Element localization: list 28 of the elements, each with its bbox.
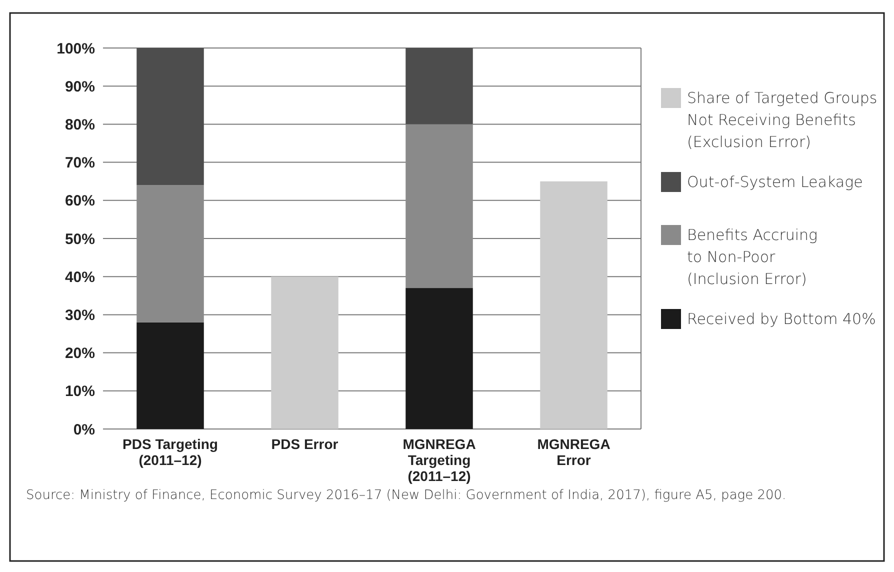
y-tick-label: 20% xyxy=(64,345,95,362)
bar xyxy=(406,288,473,429)
y-tick-label: 90% xyxy=(64,78,95,96)
legend-label: Share of Targeted Groups Not Receiving Benefits (Exclusion Error) xyxy=(687,89,878,151)
bar xyxy=(406,124,473,288)
bar xyxy=(540,181,608,429)
bar xyxy=(136,322,204,429)
y-tick-label: 40% xyxy=(64,268,95,286)
bar xyxy=(136,48,204,186)
bar xyxy=(271,276,338,429)
bar xyxy=(136,185,204,322)
y-tick-label: 0% xyxy=(73,421,95,438)
y-tick-label: 10% xyxy=(64,383,95,400)
y-tick-label: 50% xyxy=(64,230,95,248)
x-tick-label: PDS Targeting (2011–12) xyxy=(122,436,218,468)
y-tick-label: 80% xyxy=(64,116,95,134)
x-tick-label: PDS Error xyxy=(271,436,339,452)
y-tick-label: 60% xyxy=(64,192,95,210)
legend-label: Out-of-System Leakage xyxy=(687,173,863,191)
source-note: Source: Ministry of Finance, Economic Survey 2016–17 (New Delhi: Government of India, 2017), figure A5, page 200. xyxy=(26,488,786,503)
y-tick-label: 100% xyxy=(56,40,95,58)
y-tick-label: 30% xyxy=(64,306,95,324)
y-tick-label: 70% xyxy=(64,154,95,172)
legend-label: Benefits Accruing to Non-Poor (Inclusion Error) xyxy=(687,226,818,288)
bar xyxy=(406,48,473,124)
x-tick-label: MGNREGA Targeting (2011–12) xyxy=(402,436,476,484)
legend-label: Received by Bottom 40% xyxy=(687,310,876,328)
x-tick-label: MGNREGA Error xyxy=(537,436,610,468)
